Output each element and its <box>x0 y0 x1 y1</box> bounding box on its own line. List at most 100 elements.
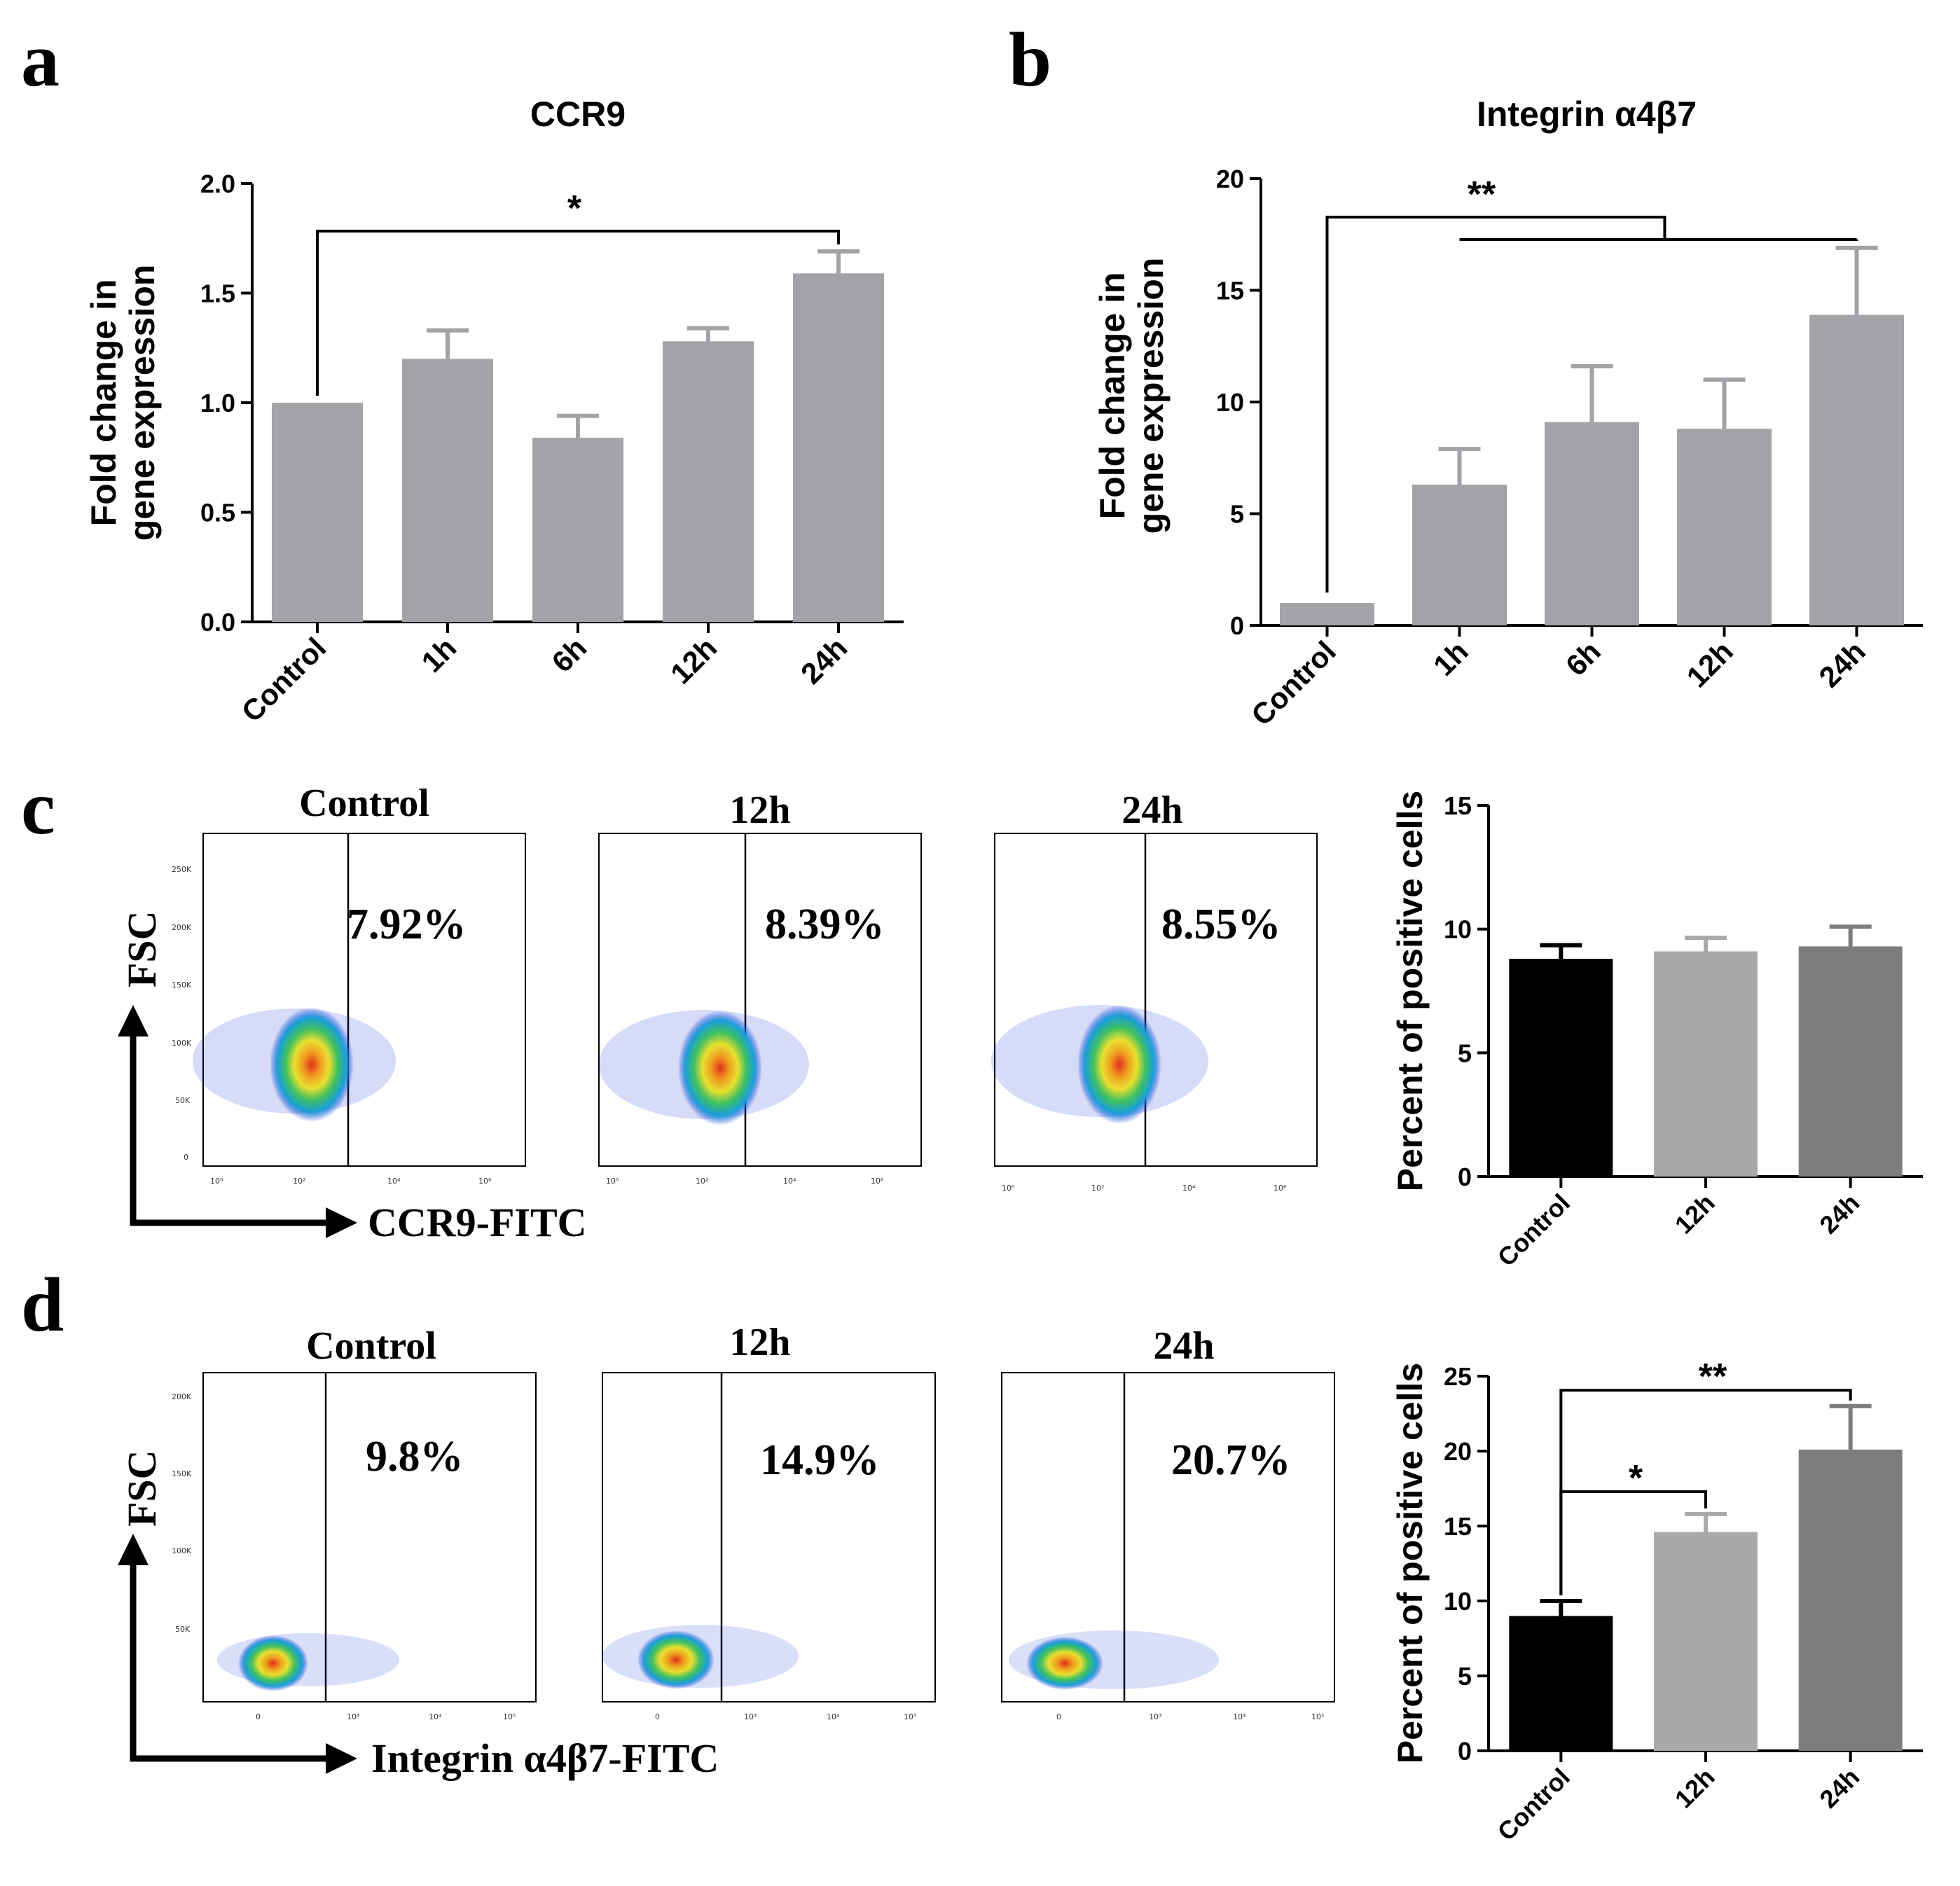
flow-d-title-12h: 12h <box>729 1321 790 1364</box>
x-tick-label: 24h <box>794 631 853 690</box>
y-tick-label: 5 <box>1458 1662 1472 1691</box>
x-tick-label: 1h <box>415 631 462 679</box>
y-tick-label: 5 <box>1458 1039 1472 1067</box>
flow-c-percent-12h: 8.39% <box>765 901 885 948</box>
significance-bracket <box>316 230 840 396</box>
panel-label-c: c <box>21 765 55 850</box>
panel-label-a: a <box>21 17 60 102</box>
flow-c-xtick: 10⁶ <box>1274 1184 1287 1193</box>
y-tick-label: 0.0 <box>200 608 235 637</box>
bar-Control <box>1509 959 1613 1177</box>
y-tick-label: 0 <box>1458 1163 1472 1191</box>
significance-marker: * <box>1629 1458 1643 1499</box>
flow-d-ytick: 50K <box>175 1625 191 1634</box>
flow-c-percent-control: 7.92% <box>347 901 467 948</box>
flow-c-plot-24h: 8.55% 10⁰ 10² 10⁴ 10⁶ <box>991 833 1318 1193</box>
y-tick-label: 15 <box>1216 277 1244 305</box>
flow-d-ytick: 100K <box>172 1546 192 1555</box>
chart-c-percent-positive: 0 5 10 15 Percent of positive cells Control 12… <box>1390 791 1923 1272</box>
y-tick-label: 10 <box>1444 915 1472 944</box>
flow-d-xtick: 10⁵ <box>904 1712 916 1721</box>
bar-6h <box>1545 422 1639 625</box>
y-tick-label: 5 <box>1230 500 1244 529</box>
y-tick-label: 0 <box>1458 1737 1472 1766</box>
significance-marker: * <box>567 188 582 229</box>
y-tick-label: 0.5 <box>200 499 235 527</box>
flow-c-xtick: 10⁶ <box>478 1177 492 1186</box>
x-tick-label: 24h <box>1814 1763 1865 1814</box>
flow-c-ytick: 0 <box>184 1153 188 1162</box>
bar-12h <box>1654 1532 1758 1751</box>
flow-c-title-24h: 24h <box>1122 789 1182 832</box>
flow-c-xtick: 10² <box>1091 1184 1104 1193</box>
significance-bracket <box>1325 216 1666 593</box>
y-axis-label: Fold change in <box>1093 272 1132 520</box>
x-tick-label: Control <box>1245 635 1342 732</box>
chart-a-ccr9: CCR9 0.0 0.5 1.0 1.5 2.0 Fold change in gene ex… <box>84 95 904 728</box>
x-tick-label: 12h <box>664 631 723 690</box>
y-axis-label: Percent of positive cells <box>1390 1363 1430 1763</box>
flow-c-title-control: Control <box>299 782 429 825</box>
chart-a-title: CCR9 <box>530 95 626 134</box>
flow-d-x-axis-label: Integrin α4β7-FITC <box>371 1735 719 1781</box>
flow-c-ytick: 50K <box>175 1096 191 1105</box>
flow-d-xtick: 10⁵ <box>1311 1712 1324 1721</box>
bar-12h <box>663 341 754 622</box>
flow-c-ytick: 200K <box>172 923 192 932</box>
flow-d-xtick: 10³ <box>744 1712 757 1721</box>
flow-c-xtick: 10⁶ <box>871 1177 884 1186</box>
flow-c-xtick: 10⁰ <box>606 1177 619 1186</box>
flow-d-xtick: 10⁴ <box>1233 1712 1246 1721</box>
flow-d-axis-arrows <box>118 1534 357 1774</box>
significance-marker: ** <box>1468 174 1496 215</box>
flow-d-xtick: 10³ <box>347 1712 359 1721</box>
flow-c-xtick: 10² <box>696 1177 708 1186</box>
flow-d-percent-control: 9.8% <box>366 1433 464 1481</box>
panel-label-b: b <box>1009 17 1051 102</box>
bar-24h <box>1798 1449 1903 1751</box>
flow-d-xtick: 0 <box>655 1712 660 1721</box>
flow-c-percent-24h: 8.55% <box>1161 901 1281 948</box>
flow-d-title-24h: 24h <box>1153 1324 1214 1368</box>
x-tick-label: 24h <box>1814 1188 1865 1240</box>
flow-d-percent-24h: 20.7% <box>1171 1436 1291 1484</box>
panel-label-d: d <box>21 1262 64 1347</box>
bar-Control <box>1280 603 1374 625</box>
y-tick-label: 1.5 <box>200 279 235 308</box>
flow-d-plot-24h: 20.7% 0 10³ 10⁴ 10⁵ <box>1001 1372 1335 1721</box>
chart-b-integrin: Integrin α4β7 0 5 10 15 20 Fold change in gene … <box>1093 95 1923 732</box>
flow-d-y-axis-label: FSC <box>119 1450 165 1527</box>
y-tick-label: 10 <box>1444 1587 1472 1616</box>
bar-24h <box>793 273 884 622</box>
flow-c-axis-arrows <box>118 1005 357 1238</box>
chart-d-percent-positive: 0 5 10 15 20 25 Percent of positive cells Contr… <box>1390 1357 1923 1846</box>
flow-d-xtick: 10³ <box>1149 1712 1161 1721</box>
x-tick-label: 6h <box>1559 635 1607 682</box>
flow-c-ytick: 150K <box>172 980 192 990</box>
flow-d-percent-12h: 14.9% <box>760 1436 880 1484</box>
flow-d-xtick: 0 <box>256 1712 261 1721</box>
flow-d-title-control: Control <box>306 1324 436 1368</box>
flow-d-xtick: 0 <box>1056 1712 1061 1721</box>
y-axis-label: Fold change in <box>84 279 123 527</box>
significance-bracket <box>1559 1389 1852 1595</box>
y-tick-label: 2.0 <box>200 169 235 198</box>
x-tick-label: Control <box>1492 1188 1575 1272</box>
flow-c-xtick: 10⁴ <box>1182 1184 1196 1193</box>
flow-c-xtick: 10⁴ <box>783 1177 796 1186</box>
flow-d-xtick: 10⁴ <box>429 1712 442 1721</box>
flow-d-xtick: 10⁵ <box>503 1712 516 1721</box>
flow-c-y-axis-label: FSC <box>119 910 165 987</box>
bar-Control <box>1509 1616 1613 1751</box>
x-tick-label: 1h <box>1427 635 1475 682</box>
x-tick-label: 12h <box>1680 635 1739 693</box>
flow-c-xtick: 10⁰ <box>1002 1184 1015 1193</box>
flow-c-plot-12h: 8.39% 10⁰ 10² 10⁴ 10⁶ <box>598 833 922 1186</box>
y-axis-label: gene expression <box>1131 258 1171 534</box>
bar-6h <box>532 438 623 622</box>
x-tick-label: Control <box>1492 1763 1575 1846</box>
y-tick-label: 25 <box>1444 1362 1472 1391</box>
chart-b-title: Integrin α4β7 <box>1477 95 1697 134</box>
x-tick-label: 6h <box>545 631 593 679</box>
